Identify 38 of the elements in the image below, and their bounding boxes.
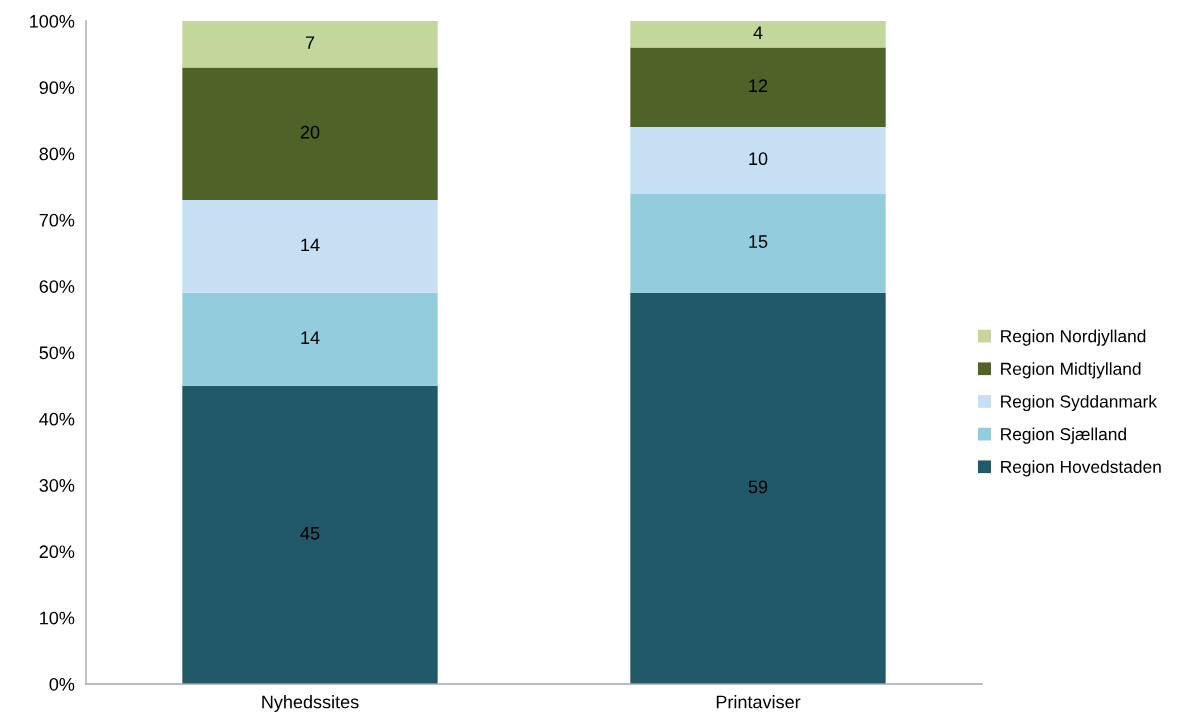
y-tick-label: 60% <box>39 280 75 293</box>
data-label: 10 <box>749 152 768 166</box>
data-label: 14 <box>301 331 320 344</box>
legend-label: Region Nordjylland <box>1001 329 1146 346</box>
data-label: 59 <box>748 480 768 494</box>
bar <box>182 385 438 684</box>
x-tick-label: Printaviser <box>716 695 801 709</box>
y-tick-label: 100% <box>30 14 75 28</box>
y-tick-label: 10% <box>40 611 75 625</box>
y-tick-label: 20% <box>39 545 75 559</box>
y-tick-label: 50% <box>39 346 75 360</box>
data-label: 45 <box>300 527 320 540</box>
bar <box>630 21 886 48</box>
y-tick-label: 90% <box>39 81 75 95</box>
y-tick-label: 40% <box>39 412 75 426</box>
y-tick-label: 80% <box>39 147 75 161</box>
bar <box>630 193 886 293</box>
y-tick-label: 0% <box>49 677 75 691</box>
bar <box>630 47 886 128</box>
data-label: 14 <box>301 238 320 252</box>
legend-label: Region Midtjylland <box>1001 362 1141 379</box>
bar <box>182 200 438 293</box>
legend-label: Region Syddanmark <box>1001 394 1158 412</box>
x-tick-label: Nyhedssites <box>262 695 359 712</box>
data-label: 7 <box>305 36 315 49</box>
bar <box>182 67 438 201</box>
bar <box>630 292 886 684</box>
data-label: 4 <box>753 26 763 39</box>
bar <box>182 21 438 68</box>
data-label: 15 <box>749 235 768 248</box>
bar <box>182 292 438 386</box>
y-tick-label: 70% <box>39 213 75 227</box>
legend-label: Region Sjælland <box>1001 427 1126 444</box>
y-tick-label: 30% <box>39 479 75 492</box>
data-label: 20 <box>300 125 320 139</box>
bar <box>630 127 886 194</box>
data-label: 12 <box>749 79 768 92</box>
legend-label: Region Hovedstaden <box>1001 460 1161 477</box>
